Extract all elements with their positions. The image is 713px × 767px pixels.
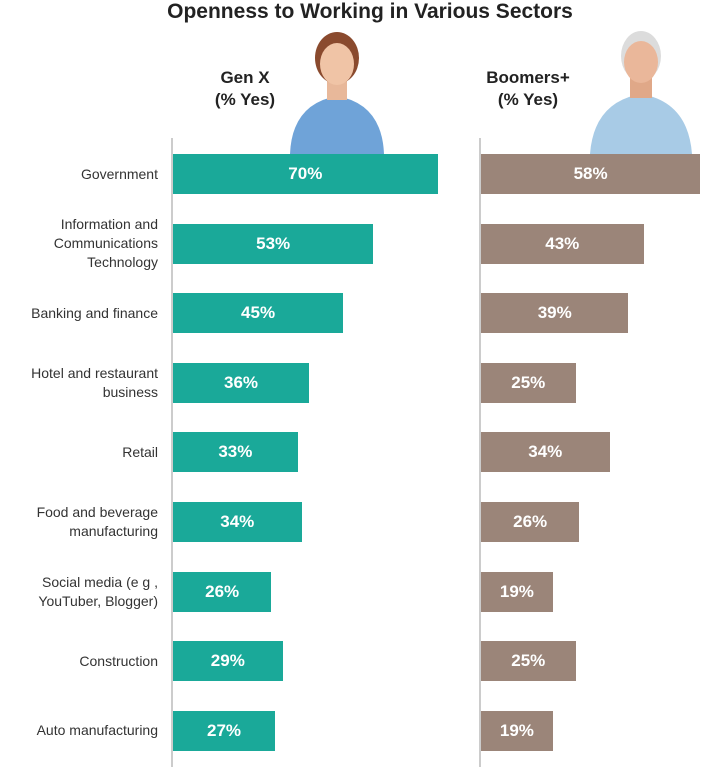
category-label: Banking and finance — [31, 304, 158, 321]
bar — [481, 432, 610, 473]
bar — [173, 223, 374, 264]
category-label: Auto manufacturing — [36, 722, 158, 739]
category-label: Information and Communications Technolog… — [53, 216, 158, 271]
value-label: 33% — [218, 442, 253, 462]
bar — [173, 641, 283, 682]
axis-line — [171, 138, 173, 767]
value-label: 36% — [224, 372, 259, 392]
value-label: 39% — [537, 303, 572, 323]
bar — [481, 641, 576, 682]
bar — [173, 293, 344, 334]
category-label: Hotel and restaurant business — [31, 364, 158, 400]
value-label: 19% — [499, 581, 534, 601]
value-label: 58% — [573, 164, 608, 183]
value-label: 25% — [511, 651, 546, 671]
value-label: 45% — [241, 303, 276, 323]
bar — [173, 710, 276, 751]
value-label: 53% — [256, 233, 291, 253]
category-label: Construction — [79, 652, 158, 669]
bar — [481, 223, 644, 264]
bar — [481, 710, 553, 751]
value-label: 43% — [545, 233, 580, 253]
category-label: Retail — [122, 443, 158, 460]
bar — [173, 362, 310, 403]
series-name: Boomers+ (% Yes) — [486, 68, 570, 109]
value-label: 26% — [205, 581, 240, 601]
axis-line — [479, 138, 481, 767]
chart-title: Openness to Working in Various Sectors — [167, 0, 573, 23]
bar — [173, 571, 272, 612]
value-label: 29% — [210, 651, 245, 671]
value-label: 34% — [220, 512, 255, 531]
bar — [481, 362, 576, 403]
value-label: 27% — [207, 720, 242, 740]
bar — [173, 432, 298, 473]
category-label: Social media (e g , YouTuber, Blogger) — [38, 573, 158, 609]
bar — [481, 502, 580, 542]
photo-boomers — [590, 31, 692, 154]
series-name: Gen X (% Yes) — [214, 68, 276, 109]
value-label: 19% — [499, 720, 534, 740]
value-label: 25% — [511, 372, 546, 392]
bar — [173, 502, 302, 542]
value-label: 70% — [288, 164, 323, 183]
bar — [481, 293, 629, 334]
value-label: 34% — [528, 442, 563, 462]
category-label: Food and beverage manufacturing — [36, 504, 158, 539]
photo-gen-x — [290, 32, 384, 154]
bar — [481, 154, 701, 194]
value-label: 26% — [513, 512, 548, 531]
bar — [173, 154, 438, 194]
bar — [481, 571, 553, 612]
category-label: Government — [80, 165, 158, 182]
